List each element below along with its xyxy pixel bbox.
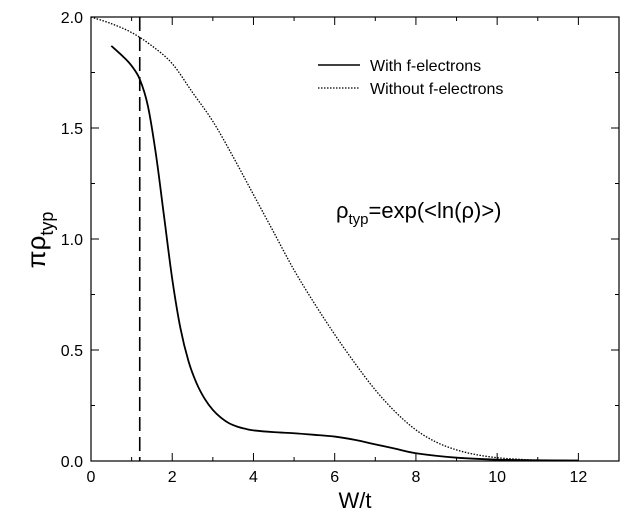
series-without-f-electrons-line — [90, 16, 579, 462]
series-with-f-electrons-line — [110, 45, 579, 462]
x-tick-label: 12 — [569, 469, 587, 486]
x-tick-label: 8 — [411, 469, 420, 486]
annotation-formula: ρtyp=exp(<ln(ρ)>) — [336, 198, 502, 228]
y-axis-label-main: πρ — [21, 236, 51, 269]
y-tick-label: 0.0 — [61, 454, 83, 471]
annotation-sub: typ — [349, 211, 369, 228]
legend-label-with-f: With f-electrons — [370, 58, 481, 75]
y-tick-label: 1.0 — [61, 232, 83, 249]
axis-tick-labels: 0 2 4 6 8 10 12 0.0 0.5 1.0 1.5 2.0 — [61, 10, 588, 486]
annotation-rho: ρ — [336, 198, 349, 223]
x-tick-label: 6 — [330, 469, 339, 486]
y-tick-label: 2.0 — [61, 10, 83, 27]
legend-label-without-f: Without f-electrons — [370, 81, 503, 98]
x-axis-label: W/t — [339, 488, 372, 513]
axis-ticks — [90, 16, 620, 462]
x-tick-label: 0 — [87, 469, 96, 486]
series-group — [90, 16, 579, 462]
x-tick-label: 4 — [249, 469, 258, 486]
y-axis-label-sub: typ — [37, 212, 57, 236]
plot-frame — [90, 16, 620, 462]
legend: With f-electrons Without f-electrons — [318, 58, 503, 98]
y-axis-label: πρtyp — [21, 212, 57, 269]
y-tick-label: 1.5 — [61, 121, 83, 138]
y-tick-label: 0.5 — [61, 343, 83, 360]
x-tick-label: 10 — [488, 469, 506, 486]
x-tick-label: 2 — [168, 469, 177, 486]
annotation-rest: =exp(<ln(ρ)>) — [369, 198, 502, 223]
